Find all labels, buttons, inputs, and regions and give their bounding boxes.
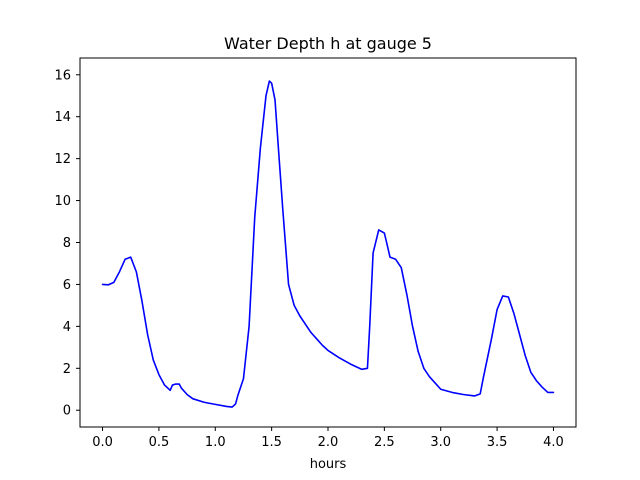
x-tick-label: 0.0 bbox=[92, 435, 113, 450]
x-tick-label: 3.5 bbox=[487, 435, 508, 450]
series-line-0 bbox=[101, 80, 555, 408]
y-tick-label: 14 bbox=[54, 110, 71, 125]
x-tick-label: 4.0 bbox=[543, 435, 564, 450]
y-tick-label: 6 bbox=[63, 278, 71, 293]
y-axis-ticks: 0 2 4 6 8 10 12 14 16 bbox=[54, 68, 80, 419]
y-tick-label: 16 bbox=[54, 68, 71, 83]
y-tick-label: 10 bbox=[54, 194, 71, 209]
plot-area bbox=[80, 58, 576, 427]
x-tick-label: 2.5 bbox=[374, 435, 395, 450]
x-tick-label: 0.5 bbox=[149, 435, 170, 450]
plot-frame bbox=[79, 57, 577, 428]
x-tick-label: 1.0 bbox=[205, 435, 226, 450]
chart-title: Water Depth h at gauge 5 bbox=[224, 34, 432, 53]
series-layer bbox=[101, 80, 555, 408]
y-tick-label: 12 bbox=[54, 152, 71, 167]
y-tick-label: 0 bbox=[63, 404, 71, 419]
x-tick-label: 2.0 bbox=[318, 435, 339, 450]
y-tick-label: 8 bbox=[63, 236, 71, 251]
y-tick-label: 2 bbox=[63, 362, 71, 377]
x-axis-ticks: 0.0 0.5 1.0 1.5 2.0 2.5 3.0 3.5 4.0 bbox=[92, 427, 564, 450]
x-tick-label: 1.5 bbox=[261, 435, 282, 450]
x-axis-label: hours bbox=[310, 457, 347, 472]
y-tick-label: 4 bbox=[63, 320, 71, 335]
x-tick-label: 3.0 bbox=[430, 435, 451, 450]
